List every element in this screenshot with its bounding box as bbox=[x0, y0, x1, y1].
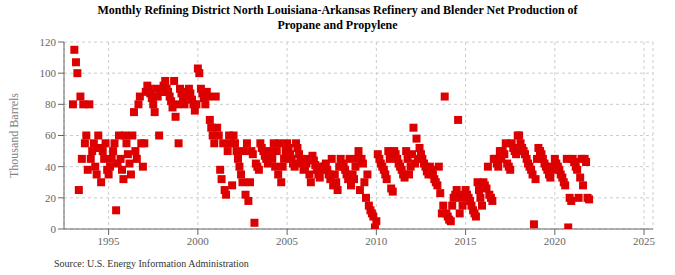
svg-text:2005: 2005 bbox=[276, 235, 299, 247]
svg-text:40: 40 bbox=[45, 161, 57, 173]
svg-text:1995: 1995 bbox=[98, 235, 121, 247]
svg-text:80: 80 bbox=[45, 98, 57, 110]
html-text:Source: U.S. Energy Informatio: Source: U.S. Energy Information Administ… bbox=[54, 258, 249, 269]
svg-text:2020: 2020 bbox=[544, 235, 567, 247]
svg-text:100: 100 bbox=[40, 67, 57, 79]
svg-text:Thousand Barrels: Thousand Barrels bbox=[8, 93, 21, 178]
svg-text:2025: 2025 bbox=[633, 235, 656, 247]
svg-text:120: 120 bbox=[40, 36, 57, 48]
svg-text:2010: 2010 bbox=[365, 235, 388, 247]
svg-text:2000: 2000 bbox=[187, 235, 210, 247]
svg-text:60: 60 bbox=[45, 129, 57, 141]
svg-text:20: 20 bbox=[45, 192, 57, 204]
svg-text:2015: 2015 bbox=[455, 235, 478, 247]
html-text:Monthly Refining District Nort: Monthly Refining District North Louisian… bbox=[97, 3, 578, 17]
html-text:Propane and Propylene: Propane and Propylene bbox=[277, 18, 398, 32]
svg-text:0: 0 bbox=[51, 223, 57, 235]
